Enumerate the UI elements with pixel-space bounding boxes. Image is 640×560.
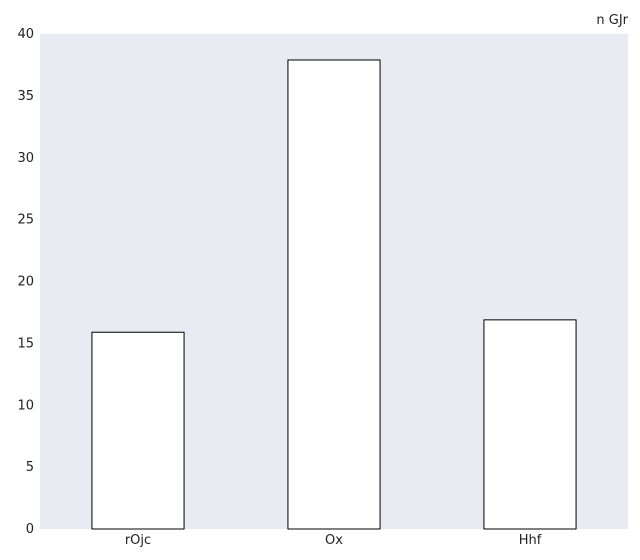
bar-group — [91, 59, 577, 530]
y-tick-label: 0 — [26, 522, 34, 537]
y-tick-label: 40 — [17, 27, 34, 42]
y-tick-label: 10 — [17, 398, 34, 413]
y-tick-label: 15 — [17, 336, 34, 351]
bar-Hhf — [483, 319, 577, 530]
x-axis: rOjc Ox Hhf — [125, 533, 542, 548]
x-tick-label: Hhf — [519, 533, 542, 548]
x-tick-label: rOjc — [125, 533, 151, 548]
x-tick-label: Ox — [325, 533, 343, 548]
y-tick-label: 35 — [17, 89, 34, 104]
y-tick-label: 30 — [17, 151, 34, 166]
y-tick-label: 20 — [17, 275, 34, 290]
y-axis: 0 5 10 15 20 25 30 35 40 — [17, 27, 34, 537]
y-tick-label: 25 — [17, 213, 34, 228]
chart-title: n GJr — [596, 13, 628, 28]
bar-rOjc — [91, 331, 185, 530]
bar-Ox — [287, 59, 381, 530]
y-tick-label: 5 — [26, 460, 34, 475]
